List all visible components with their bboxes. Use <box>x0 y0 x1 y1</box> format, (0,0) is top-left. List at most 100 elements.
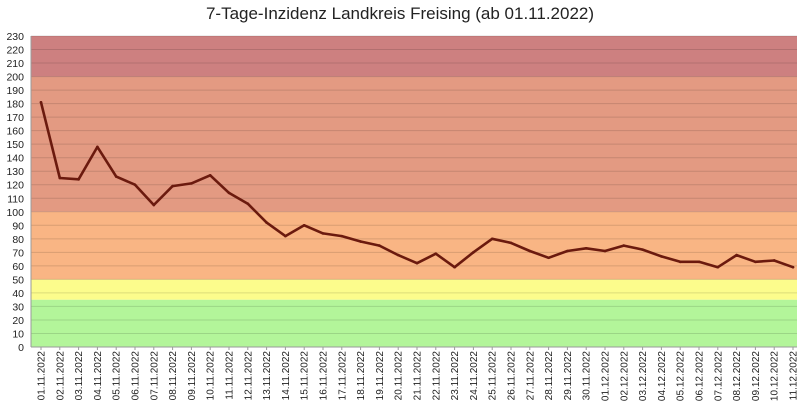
x-tick-label: 08.12.2022 <box>732 351 743 401</box>
x-tick-label: 12.11.2022 <box>243 351 254 401</box>
data-point <box>772 259 776 262</box>
gridlines <box>31 35 797 348</box>
data-point <box>227 191 231 195</box>
x-tick-label: 01.11.2022 <box>37 351 48 401</box>
x-tick-label: 09.11.2022 <box>187 351 198 401</box>
y-tick-label: 70 <box>12 247 24 259</box>
x-tick-label: 25.11.2022 <box>488 351 499 401</box>
y-tick-label: 180 <box>6 99 24 111</box>
data-point <box>622 244 626 247</box>
data-point <box>321 232 325 235</box>
y-tick-label: 150 <box>6 139 24 151</box>
x-tick-label: 02.11.2022 <box>55 351 66 401</box>
x-tick-label: 04.12.2022 <box>657 351 668 401</box>
x-tick-label: 19.11.2022 <box>375 351 386 401</box>
y-tick-label: 170 <box>6 112 24 124</box>
data-point <box>302 224 306 227</box>
x-tick-label: 14.11.2022 <box>281 351 292 401</box>
series <box>39 100 795 269</box>
x-tick-label: 06.11.2022 <box>131 351 142 401</box>
data-point <box>735 253 738 257</box>
x-tick-label: 10.12.2022 <box>770 351 781 401</box>
data-point <box>265 221 268 224</box>
x-tick-label: 03.12.2022 <box>638 351 649 401</box>
data-point <box>415 261 419 265</box>
x-tick-label: 26.11.2022 <box>507 351 518 401</box>
x-tick-label: 07.11.2022 <box>149 351 160 401</box>
band-4 <box>31 36 797 77</box>
x-tick-label: 04.11.2022 <box>93 351 104 401</box>
data-point <box>152 203 156 207</box>
data-point <box>190 182 193 185</box>
data-point <box>791 265 795 269</box>
band-0 <box>31 299 797 347</box>
x-tick-label: 24.11.2022 <box>469 351 480 401</box>
data-point <box>678 260 682 264</box>
x-tick-label: 06.12.2022 <box>695 351 706 401</box>
y-tick-label: 0 <box>18 342 24 354</box>
data-point <box>340 234 344 238</box>
x-tick-label: 22.11.2022 <box>431 351 442 401</box>
y-tick-label: 110 <box>7 193 24 205</box>
band-1 <box>31 279 797 300</box>
y-tick-label: 210 <box>6 58 24 70</box>
x-tick-label: 10.11.2022 <box>206 351 217 401</box>
x-tick-label: 11.11.2022 <box>225 351 236 400</box>
data-point <box>697 260 701 264</box>
x-tick-label: 27.11.2022 <box>525 351 536 401</box>
data-point <box>133 183 137 187</box>
data-point <box>490 237 494 241</box>
y-tick-label: 160 <box>6 126 24 138</box>
band-2 <box>31 211 797 280</box>
data-point <box>641 248 644 251</box>
risk-bands <box>31 36 797 347</box>
data-point <box>566 249 569 253</box>
y-tick-label: 10 <box>12 328 24 340</box>
data-point <box>528 249 532 253</box>
x-tick-label: 05.12.2022 <box>676 351 687 401</box>
data-point <box>114 175 118 178</box>
y-tick-label: 100 <box>6 207 24 219</box>
x-axis-ticks: 01.11.2022 02.11.2022 03.11.2022 04.11.2022… <box>37 347 800 401</box>
y-tick-label: 190 <box>6 85 24 97</box>
y-tick-label: 90 <box>12 220 24 232</box>
data-point <box>39 100 43 104</box>
y-tick-label: 50 <box>12 274 24 286</box>
data-point <box>472 251 475 254</box>
y-tick-label: 120 <box>6 180 24 192</box>
data-point <box>96 145 99 149</box>
data-point <box>359 240 362 243</box>
band-3 <box>31 76 797 212</box>
data-point <box>396 253 400 257</box>
x-tick-label: 01.12.2022 <box>601 351 612 401</box>
x-tick-label: 17.11.2022 <box>337 351 348 401</box>
y-tick-label: 30 <box>12 301 24 313</box>
data-point <box>77 178 80 181</box>
x-tick-label: 29.11.2022 <box>563 351 574 401</box>
y-tick-label: 130 <box>6 166 24 178</box>
x-tick-label: 07.12.2022 <box>713 351 724 401</box>
x-tick-label: 16.11.2022 <box>319 351 330 401</box>
data-point <box>716 265 720 269</box>
y-tick-label: 80 <box>12 234 24 246</box>
data-point <box>434 252 438 255</box>
x-tick-label: 18.11.2022 <box>356 351 367 401</box>
data-point <box>509 241 513 245</box>
data-point <box>547 256 550 260</box>
x-tick-label: 11.12.2022 <box>789 351 800 401</box>
x-tick-label: 13.11.2022 <box>262 351 273 401</box>
data-point <box>378 244 381 247</box>
x-tick-label: 15.11.2022 <box>300 351 311 401</box>
x-tick-label: 23.11.2022 <box>450 351 461 401</box>
x-tick-label: 28.11.2022 <box>544 351 555 401</box>
data-point <box>660 255 663 258</box>
y-tick-label: 20 <box>12 315 24 327</box>
data-point <box>58 176 62 180</box>
data-point <box>171 184 174 188</box>
axes <box>30 36 797 348</box>
x-tick-label: 03.11.2022 <box>74 351 85 401</box>
data-point <box>754 260 757 264</box>
data-point <box>284 234 287 238</box>
x-tick-label: 08.11.2022 <box>168 351 179 401</box>
